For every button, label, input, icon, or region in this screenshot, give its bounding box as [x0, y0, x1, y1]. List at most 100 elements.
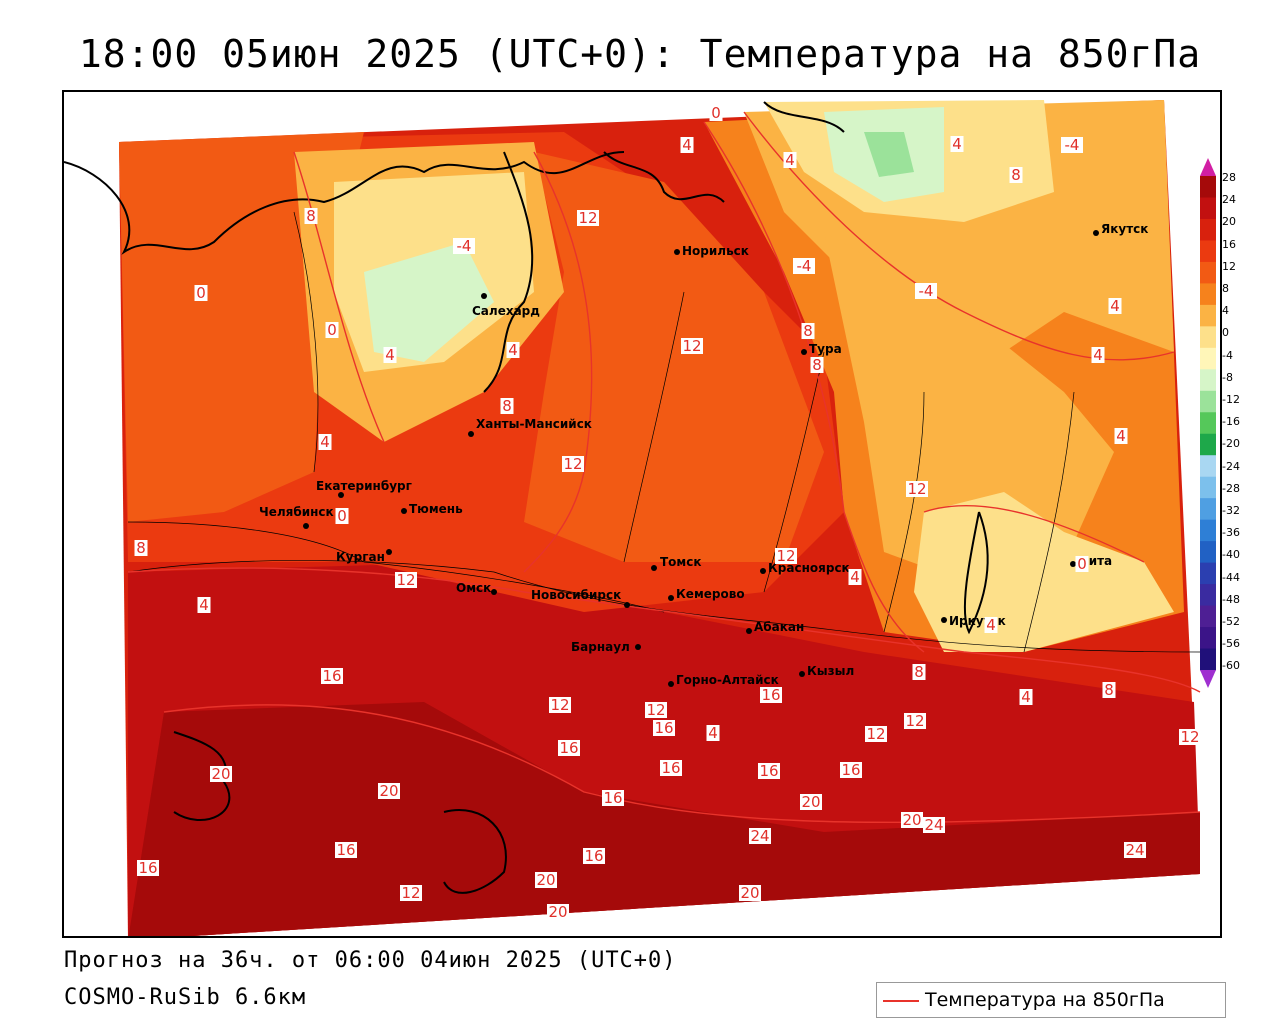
isotherm-value-label: 20: [902, 811, 921, 829]
city-barnaul[interactable]: Барнаул: [571, 640, 641, 654]
isotherm-label-bg: [1009, 167, 1023, 183]
city-kurgan[interactable]: Курган: [336, 549, 392, 564]
isotherm-label-bg: [1124, 842, 1146, 858]
colorbar-swatch: [1200, 326, 1216, 349]
isotherm-value-label: 4: [850, 568, 860, 586]
isotherm-value-label: 20: [379, 782, 398, 800]
city-markers: Норильск Якутск Салехард Тура Ханты-Манс…: [259, 222, 1148, 687]
city-omsk[interactable]: Омск: [456, 581, 497, 595]
isotherm-value-label: 8: [803, 322, 813, 340]
isotherm-labels: 0 4 -4 4 4 8 -4 12 8 0 -4 -4 0 12 8 4 4 8 4 4 4 8 12 12 4 0 4 0 8 12 4…: [134, 104, 1201, 921]
isotherm-value-label: 12: [776, 547, 795, 565]
isotherm-value-label: 16: [654, 719, 673, 737]
city-label: Тюмень: [409, 502, 463, 516]
isotherm-label-bg: [210, 766, 232, 782]
colorbar-tick-label: 24: [1222, 193, 1236, 207]
city-salekhard[interactable]: Салехард: [472, 293, 540, 318]
city-norilsk[interactable]: Норильск: [674, 244, 749, 258]
isotherm-label-bg: [775, 548, 797, 564]
isotherm-label-bg: [901, 812, 923, 828]
isotherm-value-label: 12: [563, 455, 582, 473]
colorbar-tick-label: -28: [1222, 481, 1240, 495]
colorbar-swatch: [1200, 541, 1216, 564]
isotherm-label-bg: [758, 763, 780, 779]
isotherm-value-label: 12: [866, 725, 885, 743]
city-label: Горно-Алтайск: [676, 673, 779, 687]
isotherm-label-bg: [645, 702, 667, 718]
city-chelyabinsk[interactable]: Челябинск: [259, 505, 334, 529]
colorbar-top-arrow: [1200, 158, 1216, 176]
isotherm-label-bg: [400, 885, 422, 901]
colorbar-swatch: [1200, 562, 1216, 585]
city-gorno-altaysk[interactable]: Горно-Алтайск: [668, 673, 779, 687]
colorbar-tick-label: -20: [1222, 437, 1240, 451]
city-label: Красноярск: [768, 561, 850, 575]
isotherm-value-label: 4: [708, 724, 718, 742]
colorbar-tick-label: 16: [1222, 237, 1236, 251]
city-kemerovo[interactable]: Кемерово: [668, 587, 745, 601]
colorbar-tick-label: -12: [1222, 393, 1240, 406]
isotherm-value-label: 12: [396, 571, 415, 589]
city-label: Томск: [660, 555, 702, 569]
isotherm-label-bg: [583, 848, 605, 864]
city-krasnoyarsk[interactable]: Красноярск: [760, 561, 850, 575]
isotherm-label-bg: [558, 740, 580, 756]
city-abakan[interactable]: Абакан: [746, 620, 804, 634]
isotherm-label-bg: [1091, 347, 1105, 363]
colorbar-swatch: [1200, 197, 1216, 220]
colorbar-swatch: [1200, 390, 1216, 413]
isotherm-value-label: 24: [750, 827, 769, 845]
isotherm-value-label: 0: [1077, 555, 1087, 573]
isotherm-label-bg: [383, 347, 397, 363]
city-tomsk[interactable]: Томск: [651, 555, 702, 571]
isotherm-label-bg: [318, 434, 332, 450]
isotherm-label-bg: [547, 904, 569, 920]
colorbar-tick-label: 4: [1222, 304, 1229, 318]
city-kyzyl[interactable]: Кызыл: [799, 664, 854, 678]
colorbar-swatch: [1200, 519, 1216, 542]
isotherm-value-label: 20: [801, 793, 820, 811]
city-tura[interactable]: Тура: [801, 342, 842, 356]
colorbar-swatch: [1200, 476, 1216, 499]
isotherm-value-label: 8: [812, 356, 822, 374]
isotherm-label-bg: [500, 398, 514, 414]
isotherm-value-label: 0: [711, 104, 721, 122]
city-label: Якутск: [1101, 222, 1148, 236]
isotherm-label-bg: [1179, 729, 1201, 745]
colorbar-swatch: [1200, 369, 1216, 392]
colorbar-tick-label: -4: [1222, 348, 1233, 362]
colorbar-tick-label: -52: [1222, 615, 1240, 628]
isotherm-value-label: 4: [1116, 427, 1126, 445]
city-label: Норильск: [682, 244, 749, 258]
colorbar-swatch: [1200, 412, 1216, 435]
city-khanty-mansiysk[interactable]: Ханты-Мансийск: [468, 417, 592, 437]
isotherm-value-label: 16: [761, 686, 780, 704]
legend-line-swatch: [883, 1000, 919, 1002]
isotherm-value-label: 20: [548, 903, 567, 921]
isotherm-value-label: 16: [322, 667, 341, 685]
isotherm-value-label: 16: [559, 739, 578, 757]
city-novosibirsk[interactable]: Новосибирск: [531, 588, 630, 608]
weather-map[interactable]: Норильск Якутск Салехард Тура Ханты-Манс…: [62, 90, 1222, 938]
isotherm-value-label: 20: [740, 884, 759, 902]
isotherm-value-label: -4: [1065, 136, 1080, 154]
colorbar-swatch: [1200, 498, 1216, 521]
isotherm-label-bg: [602, 790, 624, 806]
isotherm-label-bg: [137, 860, 159, 876]
isotherm-value-label: -4: [919, 282, 934, 300]
city-yakutsk[interactable]: Якутск: [1093, 222, 1148, 236]
colorbar-swatch: [1200, 240, 1216, 263]
model-info: COSMO-RuSib 6.6км: [64, 985, 307, 1010]
city-tyumen[interactable]: Тюмень: [401, 502, 463, 516]
isotherm-value-label: 12: [905, 712, 924, 730]
admin-borders: [127, 211, 1201, 653]
isotherm-value-label: 16: [138, 859, 157, 877]
isotherm-value-label: 12: [646, 701, 665, 719]
isotherm-label-bg: [950, 136, 964, 152]
isotherm-value-label: 8: [136, 539, 146, 557]
city-label: Кемерово: [676, 587, 745, 601]
isotherm-label-bg: [1019, 689, 1033, 705]
isotherm-label-bg: [1114, 428, 1128, 444]
isotherm-label-bg: [1075, 556, 1089, 572]
city-yekaterinburg[interactable]: Екатеринбург: [316, 479, 412, 498]
